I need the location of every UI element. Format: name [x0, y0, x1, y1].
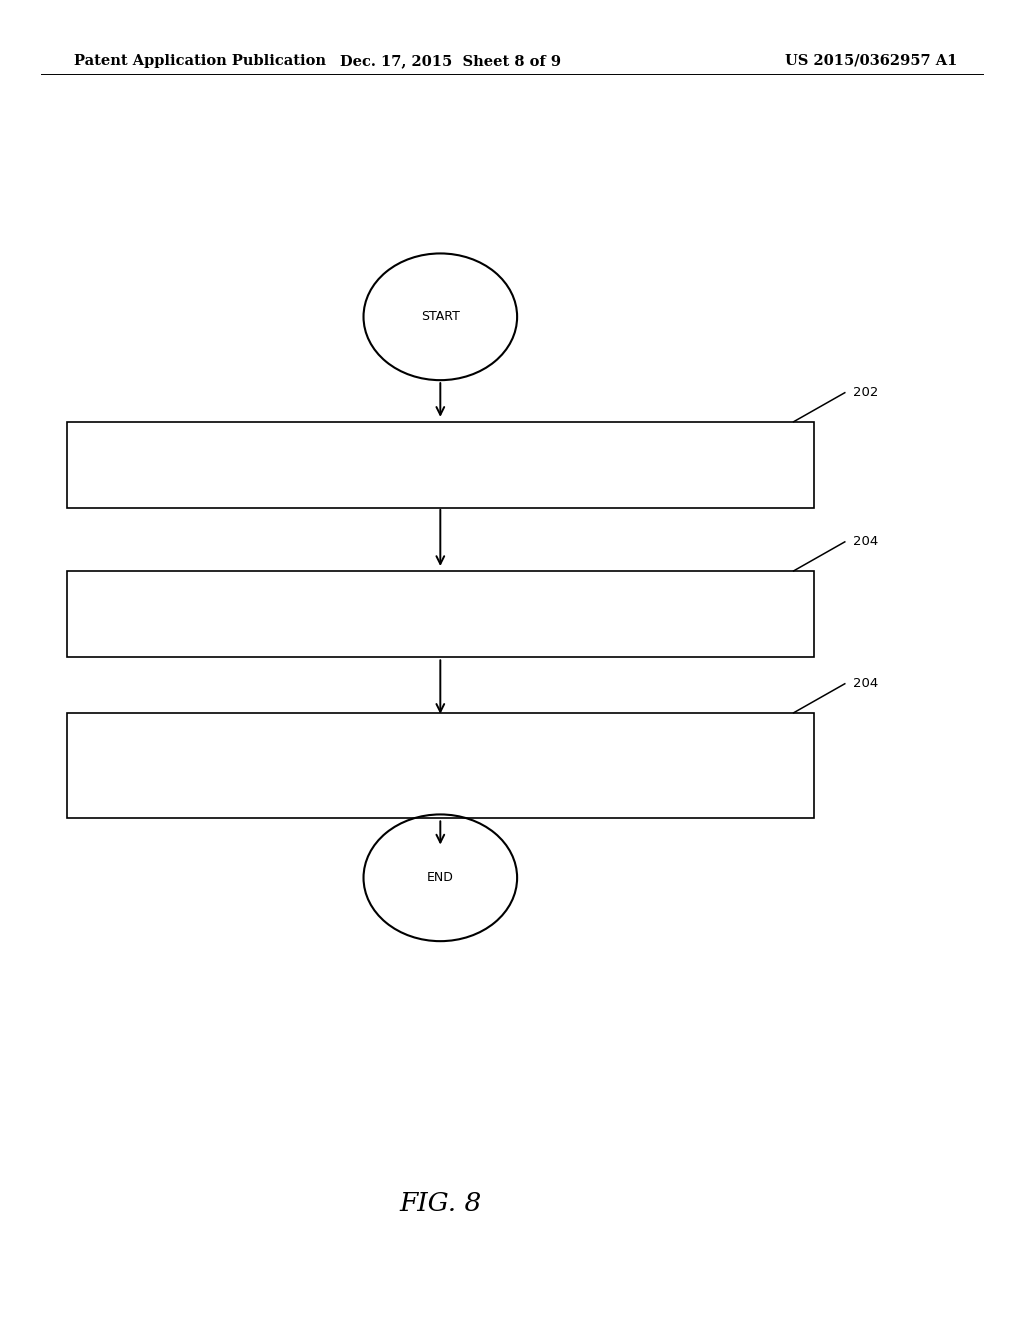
Text: 204: 204: [853, 677, 879, 690]
Text: FIG. 8: FIG. 8: [399, 1192, 481, 1216]
Text: ENGAGE THE BASE ENGAGEMENT PORTION OF THE BODY OF THE HINGE
ASSEMBLY WITH THE BA: ENGAGE THE BASE ENGAGEMENT PORTION OF TH…: [227, 751, 653, 780]
Text: PROVIDE A BASE, A LID, AND A HINGE ASSEMBLY: PROVIDE A BASE, A LID, AND A HINGE ASSEM…: [297, 458, 584, 471]
Text: END: END: [427, 871, 454, 884]
Text: ENGAGE THE SHAFT OF THE HINGE ASSEMBLY WITH THE LID: ENGAGE THE SHAFT OF THE HINGE ASSEMBLY W…: [263, 607, 617, 620]
Text: Dec. 17, 2015  Sheet 8 of 9: Dec. 17, 2015 Sheet 8 of 9: [340, 54, 561, 67]
Bar: [67, 421, 814, 507]
Text: US 2015/0362957 A1: US 2015/0362957 A1: [785, 54, 957, 67]
Text: 204: 204: [853, 536, 879, 548]
Bar: [67, 713, 814, 818]
Text: START: START: [421, 310, 460, 323]
Text: 202: 202: [853, 387, 879, 399]
Text: Patent Application Publication: Patent Application Publication: [74, 54, 326, 67]
Bar: [67, 570, 814, 656]
